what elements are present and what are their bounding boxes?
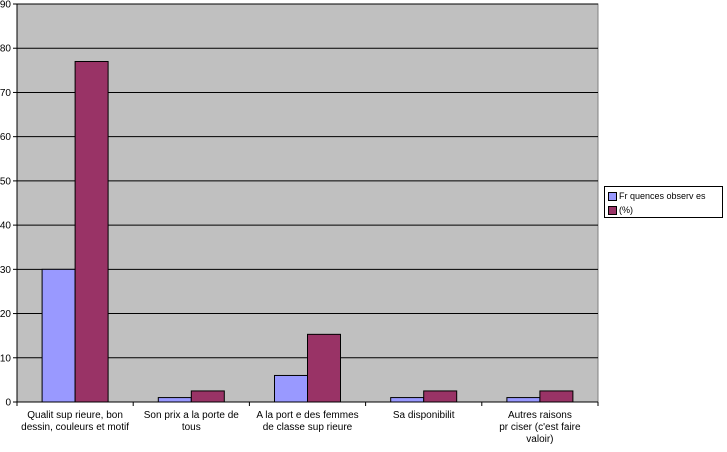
y-tick-label: 90 — [0, 0, 11, 11]
y-tick-label: 20 — [0, 309, 11, 320]
x-category-label: Sa disponibilit — [393, 410, 455, 421]
bar-series-2-cat-4 — [423, 390, 458, 403]
legend-swatch-series-2 — [608, 205, 617, 215]
y-tick-label: 40 — [0, 221, 11, 232]
legend: Fr quences observ es (%) — [604, 186, 723, 218]
bar-series-1-cat-4 — [390, 397, 425, 403]
legend-label-series-1: Fr quences observ es — [619, 191, 706, 201]
bar-series-1-cat-3 — [274, 374, 308, 403]
legend-item-series-2: (%) — [608, 203, 719, 217]
bar-series-1-cat-2 — [157, 397, 192, 403]
y-tick-label: 50 — [0, 176, 11, 187]
gridlines — [17, 3, 598, 359]
y-tick-label: 30 — [0, 265, 11, 276]
legend-label-series-2: (%) — [619, 205, 633, 215]
y-tick-label: 60 — [0, 132, 11, 143]
y-tick-label: 10 — [0, 353, 11, 364]
x-category-label: Qualit sup rieure, bon dessin, couleurs e… — [21, 410, 129, 433]
x-category-label: Son prix a la porte de tous — [144, 410, 239, 433]
y-axis-ticks: 0 10 20 30 40 50 60 70 80 90 — [0, 0, 17, 409]
x-axis-labels: Qualit sup rieure, bon dessin, couleurs e… — [21, 410, 581, 445]
bar-series-2-cat-5 — [539, 390, 574, 403]
bar-series-1-cat-1 — [41, 268, 76, 403]
bar-series-2-cat-2 — [190, 390, 225, 403]
x-category-label: A la port e des femmes de classe sup rieu… — [256, 410, 358, 433]
y-tick-label: 70 — [0, 88, 11, 99]
bar-series-2-cat-3 — [307, 333, 341, 403]
legend-swatch-series-1 — [608, 191, 617, 201]
bar-series-1-cat-5 — [506, 397, 541, 403]
y-tick-label: 80 — [0, 44, 11, 55]
legend-item-series-1: Fr quences observ es — [608, 189, 719, 203]
bar-series-2-cat-1 — [74, 60, 109, 403]
y-tick-label: 0 — [5, 398, 11, 409]
axes — [16, 4, 599, 406]
x-category-label: Autres raisons pr ciser (c'est faire valoi… — [499, 410, 581, 445]
